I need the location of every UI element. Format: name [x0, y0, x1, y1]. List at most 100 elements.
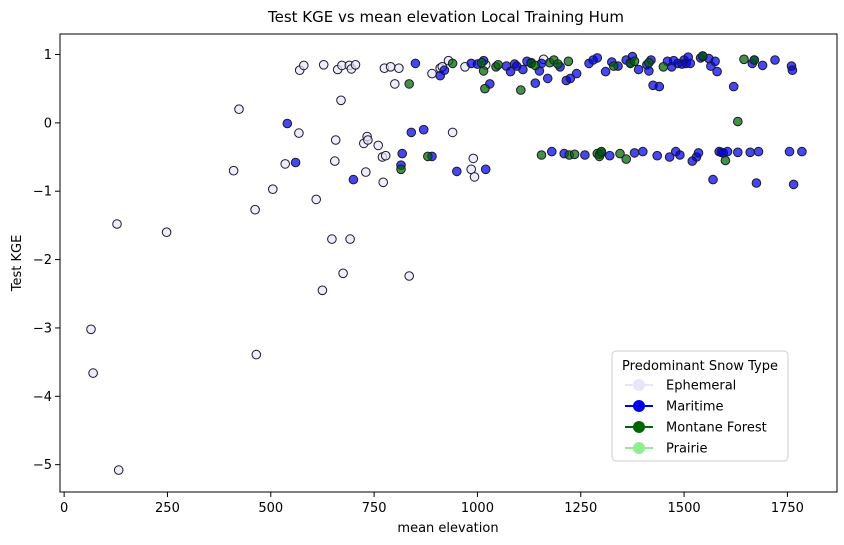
- x-tick-label: 1500: [668, 501, 701, 516]
- point-montane-forest: [615, 148, 625, 159]
- legend-entries: Ephemeral Maritime Montane Forest Prairie: [625, 379, 767, 457]
- point-maritime: [571, 68, 582, 79]
- point-ephemeral: [228, 165, 239, 176]
- point-maritime: [710, 56, 720, 67]
- point-montane-forest: [563, 56, 574, 67]
- y-tick-label: −1: [33, 185, 52, 200]
- point-maritime: [348, 174, 359, 185]
- point-maritime: [542, 73, 553, 84]
- point-maritime: [693, 148, 704, 158]
- point-maritime: [505, 66, 516, 77]
- point-montane-forest: [629, 56, 640, 67]
- y-ticks: 1 0 −1 −2 −3 −4 −5: [33, 48, 60, 473]
- point-ephemeral: [280, 159, 291, 169]
- x-tick-label: 500: [258, 501, 283, 516]
- legend-label-prairie: Prairie: [666, 442, 708, 457]
- point-maritime: [638, 146, 648, 157]
- point-ephemeral: [112, 219, 122, 229]
- x-ticks: 0 250 500 750 1000 1250 1500 1750: [60, 492, 804, 516]
- chart-title: Test KGE vs mean elevation Local Trainin…: [267, 8, 624, 26]
- point-maritime: [518, 64, 528, 75]
- point-maritime: [530, 78, 541, 88]
- point-maritime: [745, 147, 756, 158]
- point-ephemeral: [385, 62, 396, 72]
- y-tick-label: −4: [33, 390, 52, 405]
- y-axis-label: Test KGE: [10, 235, 25, 293]
- point-montane-forest: [478, 66, 489, 76]
- point-montane-forest: [480, 83, 490, 94]
- point-montane-forest: [658, 62, 669, 72]
- point-maritime: [480, 164, 491, 175]
- point-ephemeral: [394, 63, 404, 73]
- x-tick-label: 750: [362, 501, 387, 516]
- plot-frame: [59, 33, 838, 493]
- x-tick-label: 1250: [564, 501, 597, 516]
- point-maritime: [788, 179, 799, 190]
- point-maritime: [547, 146, 557, 157]
- point-ephemeral: [294, 128, 304, 138]
- point-maritime: [418, 124, 429, 135]
- point-maritime: [675, 150, 685, 160]
- point-ephemeral: [251, 349, 262, 360]
- point-maritime: [708, 174, 718, 185]
- point-maritime: [770, 55, 780, 65]
- point-maritime: [580, 150, 590, 160]
- point-maritime: [565, 73, 576, 84]
- legend-label-montane-forest: Montane Forest: [666, 421, 767, 436]
- point-maritime: [728, 81, 739, 92]
- point-ephemeral: [404, 271, 415, 281]
- point-ephemeral: [330, 135, 341, 145]
- x-tick-label: 0: [60, 501, 68, 516]
- point-maritime: [406, 127, 417, 138]
- point-ephemeral: [345, 234, 355, 244]
- point-montane-forest: [476, 57, 487, 68]
- point-ephemeral: [327, 234, 337, 244]
- point-ephemeral: [390, 79, 400, 89]
- point-montane-forest: [733, 116, 743, 127]
- point-maritime: [664, 152, 675, 162]
- point-maritime: [722, 146, 733, 157]
- point-maritime: [784, 146, 795, 157]
- point-maritime: [633, 64, 644, 75]
- legend-label-maritime: Maritime: [666, 400, 724, 415]
- point-ephemeral: [373, 140, 384, 151]
- point-ephemeral: [250, 204, 260, 215]
- point-ephemeral: [88, 368, 98, 378]
- point-maritime: [290, 157, 301, 168]
- legend-label-ephemeral: Ephemeral: [666, 379, 736, 394]
- point-maritime: [439, 65, 450, 75]
- point-montane-forest: [596, 146, 607, 157]
- point-ephemeral: [317, 285, 328, 296]
- point-ephemeral: [427, 68, 437, 79]
- point-maritime: [604, 150, 615, 161]
- point-maritime: [592, 53, 603, 63]
- point-maritime: [733, 147, 743, 158]
- scatter-points: [86, 51, 807, 475]
- point-ephemeral: [447, 127, 458, 138]
- x-tick-label: 1750: [771, 501, 804, 516]
- point-maritime: [397, 148, 408, 159]
- point-ephemeral: [361, 167, 371, 177]
- y-tick-label: −3: [33, 321, 52, 336]
- point-maritime: [797, 146, 807, 157]
- y-tick-label: −2: [33, 253, 52, 268]
- point-ephemeral: [311, 194, 322, 205]
- point-montane-forest: [423, 151, 433, 162]
- point-ephemeral: [378, 177, 389, 188]
- point-ephemeral: [86, 324, 96, 335]
- x-tick-label: 250: [155, 501, 180, 516]
- point-ephemeral: [338, 268, 348, 279]
- point-maritime: [600, 66, 611, 77]
- legend-box: [611, 350, 789, 462]
- legend-title: Predominant Snow Type: [622, 359, 778, 374]
- y-tick-label: 0: [44, 116, 52, 131]
- legend-marker-ephemeral: [633, 379, 645, 391]
- point-montane-forest: [404, 79, 415, 89]
- point-maritime: [712, 66, 722, 77]
- point-montane-forest: [493, 60, 503, 70]
- point-maritime: [751, 178, 762, 188]
- point-montane-forest: [749, 55, 760, 65]
- point-montane-forest: [447, 58, 458, 69]
